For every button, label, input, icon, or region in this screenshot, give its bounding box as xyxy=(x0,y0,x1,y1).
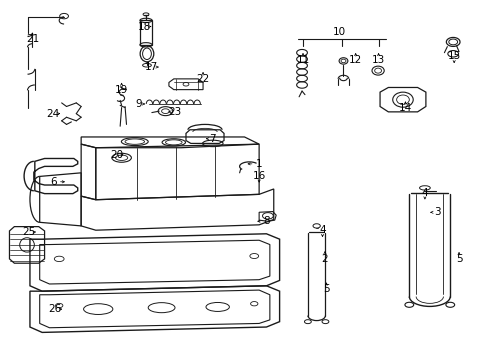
Text: 17: 17 xyxy=(145,62,158,72)
Text: 5: 5 xyxy=(455,254,462,264)
Text: 22: 22 xyxy=(196,74,209,84)
Text: 26: 26 xyxy=(49,304,62,314)
Text: 2: 2 xyxy=(321,254,327,264)
Text: 24: 24 xyxy=(47,109,60,119)
Text: 20: 20 xyxy=(110,150,123,160)
Text: 4: 4 xyxy=(421,188,427,198)
Text: 16: 16 xyxy=(252,171,265,181)
Text: 25: 25 xyxy=(22,227,36,237)
Text: 9: 9 xyxy=(135,99,141,109)
Text: 7: 7 xyxy=(209,134,216,144)
Text: 21: 21 xyxy=(26,35,39,44)
Text: 12: 12 xyxy=(348,55,362,65)
Text: 11: 11 xyxy=(296,55,309,65)
Text: 15: 15 xyxy=(447,51,460,61)
Text: 4: 4 xyxy=(319,225,325,235)
Text: 10: 10 xyxy=(332,27,346,37)
Bar xyxy=(140,21,152,45)
Text: 23: 23 xyxy=(168,107,182,117)
Text: 6: 6 xyxy=(50,177,57,187)
Text: 14: 14 xyxy=(398,103,411,113)
Text: 13: 13 xyxy=(371,55,385,65)
Text: 19: 19 xyxy=(115,85,128,95)
Text: 3: 3 xyxy=(433,207,440,217)
Text: 18: 18 xyxy=(138,22,151,32)
Text: 5: 5 xyxy=(323,284,329,294)
Text: 1: 1 xyxy=(255,159,262,169)
Text: 8: 8 xyxy=(263,216,269,226)
